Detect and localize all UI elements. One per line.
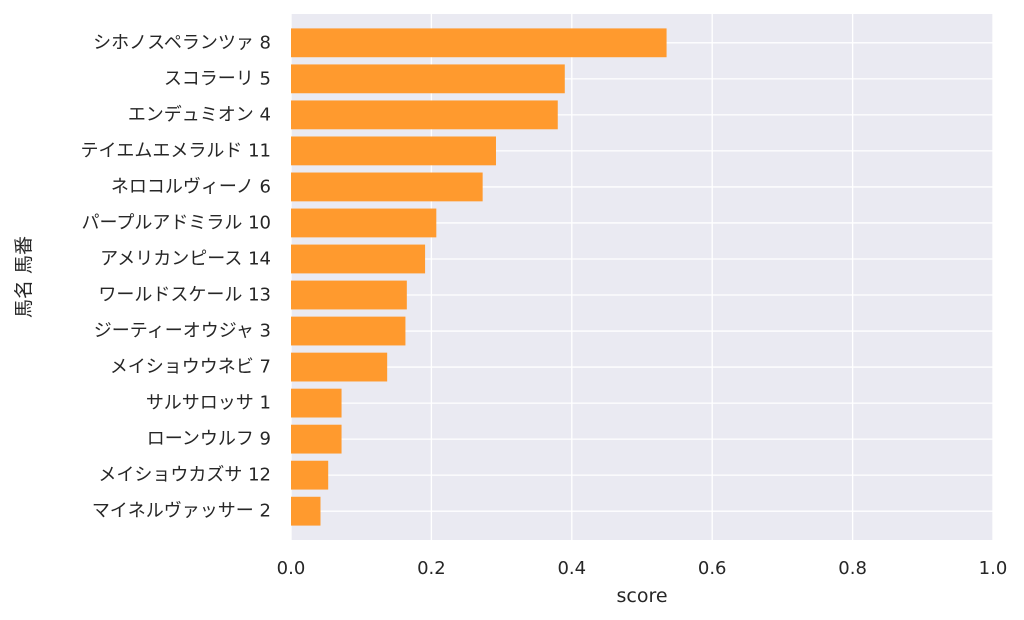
x-tick-label: 0.8 [838, 558, 867, 579]
y-axis-label: 馬名 馬番 [13, 236, 35, 318]
bar [291, 208, 437, 238]
y-tick-labels: シホノスペランツァ 8 スコラーリ 5 エンデュミオン 4 テイエムエメラルド 11 ネ… [81, 32, 271, 521]
bar [291, 352, 388, 382]
y-tick-label: ワールドスケール 13 [98, 285, 271, 306]
x-tick-label: 0.6 [698, 558, 727, 579]
y-tick-label: アメリカンピース 14 [100, 248, 271, 269]
y-tick-label: パープルアドミラル 10 [81, 212, 271, 233]
bar [291, 424, 342, 454]
bar [291, 388, 342, 418]
y-tick-label: ローンウルフ 9 [147, 429, 271, 450]
bar [291, 28, 667, 58]
x-tick-label: 0.2 [417, 558, 446, 579]
x-tick-label: 1.0 [979, 558, 1008, 579]
bar [291, 100, 558, 130]
bar [291, 136, 496, 166]
y-tick-label: テイエムエメラルド 11 [81, 140, 271, 161]
y-tick-label: ネロコルヴィーノ 6 [111, 176, 271, 197]
x-axis-label: score [616, 585, 667, 607]
y-tick-label: ジーティーオウジャ 3 [94, 321, 271, 342]
y-tick-label: メイショウカズサ 12 [98, 465, 271, 486]
bar [291, 244, 426, 274]
y-tick-label: エンデュミオン 4 [128, 104, 271, 125]
bar [291, 460, 329, 490]
x-tick-labels: 0.0 0.2 0.4 0.6 0.8 1.0 [277, 558, 1008, 579]
y-tick-label: メイショウウネビ 7 [110, 357, 271, 378]
bar [291, 496, 321, 526]
x-tick-label: 0.0 [277, 558, 306, 579]
bars [291, 28, 667, 526]
y-tick-label: シホノスペランツァ 8 [93, 32, 271, 53]
y-tick-label: マイネルヴァッサー 2 [92, 501, 271, 522]
bar [291, 172, 483, 202]
bar [291, 280, 407, 310]
y-tick-label: スコラーリ 5 [164, 68, 271, 89]
x-tick-label: 0.4 [557, 558, 586, 579]
y-tick-label: サルサロッサ 1 [146, 393, 271, 414]
bar [291, 316, 406, 346]
bar [291, 64, 565, 94]
